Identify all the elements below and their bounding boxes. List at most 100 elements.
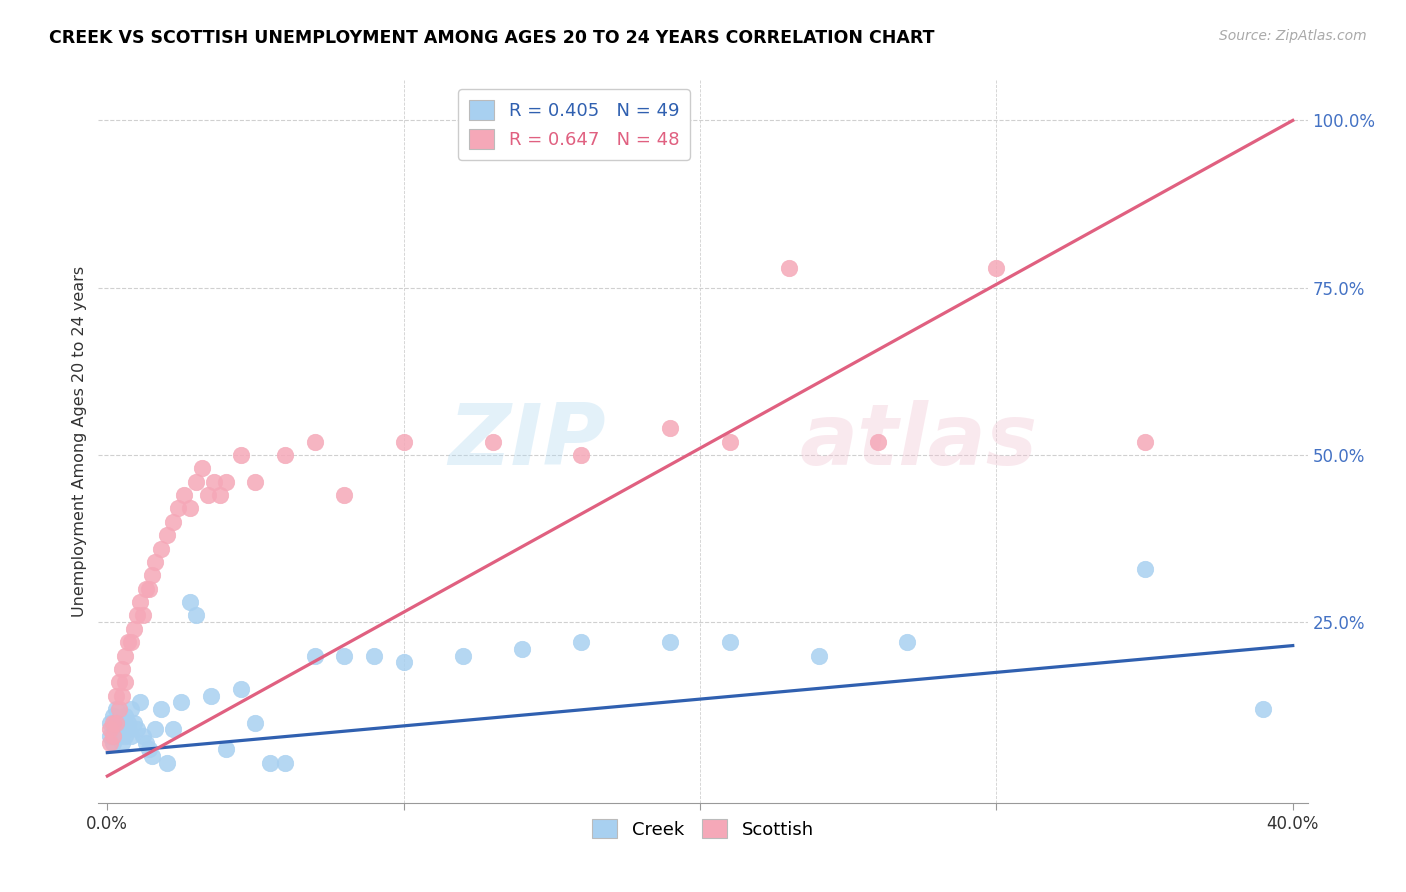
Point <box>807 648 830 663</box>
Point <box>103 715 125 730</box>
Point <box>117 723 139 737</box>
Point <box>122 715 145 730</box>
Point <box>108 702 131 716</box>
Point <box>274 756 297 770</box>
Text: Source: ZipAtlas.com: Source: ZipAtlas.com <box>1219 29 1367 43</box>
Point <box>245 475 267 489</box>
Y-axis label: Unemployment Among Ages 20 to 24 years: Unemployment Among Ages 20 to 24 years <box>72 266 87 617</box>
Point <box>1251 702 1274 716</box>
Point <box>120 635 142 649</box>
Point <box>162 515 184 529</box>
Point <box>363 648 385 663</box>
Point <box>333 648 356 663</box>
Point <box>197 488 219 502</box>
Point <box>229 682 252 697</box>
Point <box>215 742 238 756</box>
Point <box>392 655 415 669</box>
Point <box>120 729 142 743</box>
Point <box>114 708 136 723</box>
Point <box>304 434 326 449</box>
Point <box>120 702 142 716</box>
Point <box>132 729 155 743</box>
Point <box>129 696 152 710</box>
Point <box>149 702 172 716</box>
Point <box>111 662 134 676</box>
Point <box>215 475 238 489</box>
Text: CREEK VS SCOTTISH UNEMPLOYMENT AMONG AGES 20 TO 24 YEARS CORRELATION CHART: CREEK VS SCOTTISH UNEMPLOYMENT AMONG AGE… <box>49 29 935 46</box>
Point <box>141 568 163 582</box>
Legend: Creek, Scottish: Creek, Scottish <box>585 812 821 846</box>
Point <box>173 488 195 502</box>
Point <box>510 642 533 657</box>
Point <box>451 648 474 663</box>
Point <box>108 729 131 743</box>
Point <box>571 448 593 462</box>
Point <box>135 582 157 596</box>
Point <box>125 723 148 737</box>
Point <box>103 729 125 743</box>
Point <box>778 260 800 275</box>
Point <box>108 675 131 690</box>
Point <box>111 735 134 749</box>
Point <box>659 421 682 435</box>
Point <box>103 708 125 723</box>
Point <box>138 582 160 596</box>
Point <box>200 689 222 703</box>
Point <box>155 756 177 770</box>
Point <box>132 608 155 623</box>
Point <box>986 260 1008 275</box>
Point <box>481 434 503 449</box>
Point <box>103 735 125 749</box>
Point <box>167 501 190 516</box>
Point <box>259 756 281 770</box>
Point <box>98 715 121 730</box>
Point <box>191 461 214 475</box>
Point <box>186 475 208 489</box>
Point <box>105 702 128 716</box>
Point <box>659 635 682 649</box>
Point <box>111 723 134 737</box>
Point <box>105 723 128 737</box>
Point <box>117 715 139 730</box>
Point <box>202 475 225 489</box>
Point <box>98 735 121 749</box>
Point <box>138 742 160 756</box>
Point <box>896 635 918 649</box>
Point <box>105 715 128 730</box>
Point <box>105 689 128 703</box>
Point <box>179 595 201 609</box>
Point <box>143 723 166 737</box>
Point <box>122 622 145 636</box>
Point <box>304 648 326 663</box>
Point <box>392 434 415 449</box>
Point <box>333 488 356 502</box>
Point <box>179 501 201 516</box>
Point <box>149 541 172 556</box>
Point <box>1133 562 1156 576</box>
Point <box>108 715 131 730</box>
Point <box>141 749 163 764</box>
Point <box>571 635 593 649</box>
Point <box>155 528 177 542</box>
Point <box>111 689 134 703</box>
Text: atlas: atlas <box>800 400 1038 483</box>
Text: ZIP: ZIP <box>449 400 606 483</box>
Point <box>98 729 121 743</box>
Point <box>135 735 157 749</box>
Point <box>114 675 136 690</box>
Point <box>129 595 152 609</box>
Point <box>1133 434 1156 449</box>
Point <box>162 723 184 737</box>
Point <box>170 696 193 710</box>
Point <box>125 608 148 623</box>
Point <box>143 555 166 569</box>
Point <box>114 729 136 743</box>
Point <box>208 488 231 502</box>
Point <box>186 608 208 623</box>
Point <box>114 648 136 663</box>
Point <box>866 434 889 449</box>
Point <box>718 635 741 649</box>
Point <box>98 723 121 737</box>
Point <box>229 448 252 462</box>
Point <box>718 434 741 449</box>
